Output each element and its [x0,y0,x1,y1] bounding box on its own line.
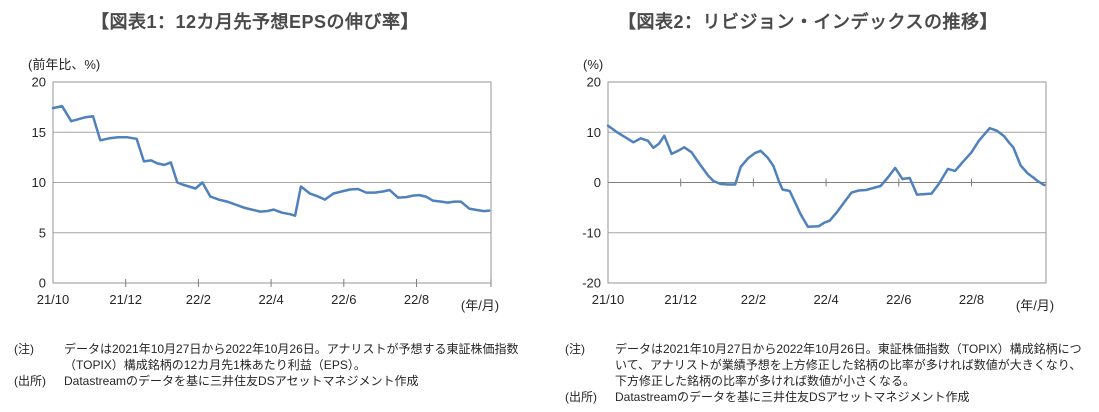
chart1-source-row: (出所) Datastreamのデータを基に三井住友DSアセットマネジメント作成 [14,373,536,389]
y-tick-label: 0 [594,175,601,190]
y-tick-label: 15 [32,125,46,140]
x-tick-label: 21/10 [37,292,70,307]
chart2-y-axis-unit-label: (%) [583,57,603,72]
x-tick-label: 22/8 [404,292,429,307]
x-tick-label: 22/6 [331,292,356,307]
chart1-source-text: Datastreamのデータを基に三井住友DSアセットマネジメント作成 [64,374,419,388]
x-tick-label: 22/2 [741,292,766,307]
chart2-source-text: Datastreamのデータを基に三井住友DSアセットマネジメント作成 [615,390,970,404]
eps-growth-line-chart: (前年比、%) (年/月) 0 5 10 15 20 21/10 21/12 22/2 22/4… [28,57,499,313]
chart2-source-row: (出所) Datastreamのデータを基に三井住友DSアセットマネジメント作成 [565,389,1093,405]
chart1-title: 【図表1：12カ月先予想EPSの伸び率】 [90,12,420,32]
x-tick-label: 22/4 [813,292,838,307]
chart1-plot-area: 0 5 10 15 20 21/10 21/12 22/2 22/4 22/6 22/8 [32,75,492,307]
x-tick-label: 21/10 [592,292,625,307]
chart2-notes: (注) データは2021年10月27日から2022年10月26日。東証株価指数（… [565,341,1093,405]
y-tick-label: 5 [39,225,46,240]
y-tick-label: 20 [587,75,601,90]
plot-border [52,81,492,284]
y-tick-label: 20 [32,75,46,90]
chart1-notes: (注) データは2021年10月27日から2022年10月26日。アナリストが予… [14,341,536,389]
y-tick-label: -20 [582,276,601,291]
data-series-line [606,124,1046,228]
data-series-line [51,104,491,217]
x-tick-label: 21/12 [664,292,697,307]
x-tick-label: 22/6 [886,292,911,307]
x-tick-label: 22/4 [258,292,283,307]
chart1-note-text: データは2021年10月27日から2022年10月26日。アナリストが予想する東… [64,342,519,372]
chart2-note-row: (注) データは2021年10月27日から2022年10月26日。東証株価指数（… [565,341,1093,389]
y-tick-label: 10 [587,125,601,140]
y-tick-label: 0 [39,276,46,291]
y-tick-label: 10 [32,175,46,190]
x-tick-label: 22/2 [186,292,211,307]
chart2-title: 【図表2：リビジョン・インデックスの推移】 [618,12,998,32]
chart1-source-label: (出所) [14,374,46,388]
chart2-x-axis-unit-label: (年/月) [1016,298,1054,313]
revision-index-line-chart: (%) (年/月) -20 -10 0 10 20 21/10 21/12 22/2 22/4 2… [582,57,1054,313]
chart1-note-row: (注) データは2021年10月27日から2022年10月26日。アナリストが予… [14,341,536,373]
chart2-source-label: (出所) [565,390,597,404]
x-tick-label: 22/8 [959,292,984,307]
y-tick-label: -10 [582,225,601,240]
chart1-note-label: (注) [14,342,34,356]
chart2-note-text: データは2021年10月27日から2022年10月26日。東証株価指数（TOPI… [615,342,1082,388]
chart1-y-axis-unit-label: (前年比、%) [28,57,100,72]
x-tick-label: 21/12 [109,292,142,307]
chart2-note-label: (注) [565,342,585,356]
chart2-plot-area: -20 -10 0 10 20 21/10 21/12 22/2 22/4 22/6 22/8 [582,75,1047,307]
chart1-x-axis-unit-label: (年/月) [461,298,499,313]
